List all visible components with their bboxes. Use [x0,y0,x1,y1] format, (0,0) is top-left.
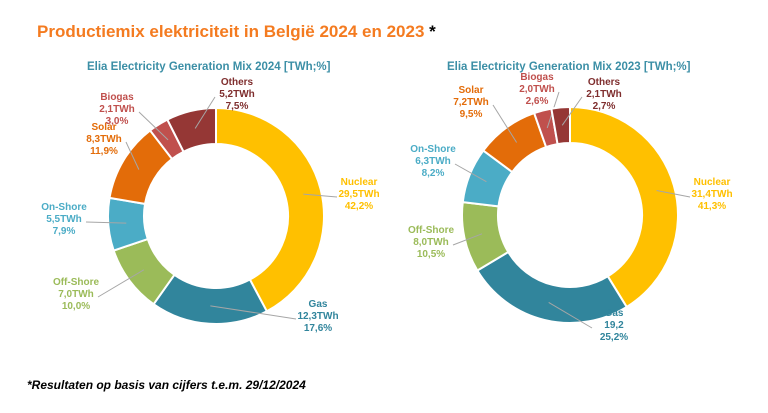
data-label-gas: Gas 19,2 25,2% [600,308,628,343]
category-label: Off-Shore [53,277,100,288]
title-marker: * [429,22,436,41]
leader-line [454,163,487,183]
data-label-solar: Solar 8,3TWh 11,9% [86,122,122,157]
value-label: 2,1TWh [99,104,135,115]
leader-line [138,111,169,141]
data-label-nuclear: Nuclear 31,4TWh 41,3% [691,177,732,212]
value-label: 19,2 [604,320,624,331]
category-label: Others [221,77,254,88]
percent-label: 10,0% [62,301,90,312]
value-label: 5,2TWh [219,89,255,100]
category-label: Solar [458,85,483,96]
data-label-gas: Gas 12,3TWh 17,6% [297,299,338,334]
page-title-text: Productiemix elektriciteit in België 202… [37,22,425,41]
leader-line [194,96,216,129]
percent-label: 42,2% [345,201,373,212]
percent-label: 7,9% [53,226,76,237]
donut-chart-2024: Nuclear 29,5TWh 42,2% Gas 12,3TWh 17,6% Off-Sh… [41,77,379,334]
data-label-biogas: Biogas 2,1TWh 3,0% [99,92,135,127]
category-label: On-Shore [41,202,87,213]
value-label: 12,3TWh [297,311,338,322]
category-label: Solar [91,122,116,133]
slice-nuclear [569,105,679,309]
value-label: 8,3TWh [86,134,122,145]
category-label: Nuclear [341,177,378,188]
data-label-others: Others 5,2TWh 7,5% [219,77,255,112]
value-label: 2,0TWh [519,84,555,95]
chart-title-2024: Elia Electricity Generation Mix 2024 [TW… [87,61,331,73]
leader-line [656,189,691,198]
category-label: Others [588,77,621,88]
value-label: 6,3TWh [415,156,451,167]
leader-line [210,305,297,320]
data-label-solar: Solar 7,2TWh 9,5% [453,85,489,120]
percent-label: 10,5% [417,249,445,260]
data-label-others: Others 2,1TWh 2,7% [586,77,622,112]
leader-line [125,141,140,170]
category-label: On-Shore [410,144,456,155]
category-label: Nuclear [694,177,731,188]
value-label: 7,0TWh [58,289,94,300]
data-label-off-shore: Off-Shore 8,0TWh 10,5% [408,225,455,260]
category-label: Biogas [520,72,554,83]
value-label: 8,0TWh [413,237,449,248]
value-label: 29,5TWh [338,189,379,200]
chart-title-2023: Elia Electricity Generation Mix 2023 [TW… [447,61,691,73]
slice-others [165,106,217,154]
leader-line [85,221,127,224]
category-label: Gas [605,308,624,319]
percent-label: 8,2% [422,168,445,179]
leader-line [492,104,518,143]
page-title: Productiemix elektriciteit in België 202… [37,22,436,42]
percent-label: 2,6% [526,96,549,107]
slice-gas [152,273,269,325]
donut-chart-2023: Nuclear 31,4TWh 41,3% Gas 19,2 25,2% Off-Shore… [408,72,733,343]
percent-label: 11,9% [90,146,118,157]
percent-label: 7,5% [226,101,249,112]
category-label: Off-Shore [408,225,455,236]
value-label: 31,4TWh [691,189,732,200]
data-label-nuclear: Nuclear 29,5TWh 42,2% [338,177,379,212]
data-label-on-shore: On-Shore 6,3TWh 8,2% [410,144,456,179]
slice-others [550,105,571,146]
value-label: 5,5TWh [46,214,82,225]
footnote: *Resultaten op basis van cijfers t.e.m. … [27,378,306,392]
leader-line [561,96,583,126]
percent-label: 41,3% [698,201,726,212]
percent-label: 17,6% [304,323,332,334]
percent-label: 2,7% [593,101,616,112]
value-label: 2,1TWh [586,89,622,100]
data-label-biogas: Biogas 2,0TWh 2,6% [519,72,555,107]
percent-label: 25,2% [600,332,628,343]
leader-line [303,193,338,198]
slice-nuclear [215,106,325,313]
data-label-on-shore: On-Shore 5,5TWh 7,9% [41,202,87,237]
category-label: Biogas [100,92,134,103]
percent-label: 3,0% [106,116,129,127]
percent-label: 9,5% [460,109,483,120]
value-label: 7,2TWh [453,97,489,108]
data-label-off-shore: Off-Shore 7,0TWh 10,0% [53,277,100,312]
leader-line [452,233,483,246]
leader-line [548,302,593,329]
category-label: Gas [309,299,328,310]
leader-line [97,269,145,298]
